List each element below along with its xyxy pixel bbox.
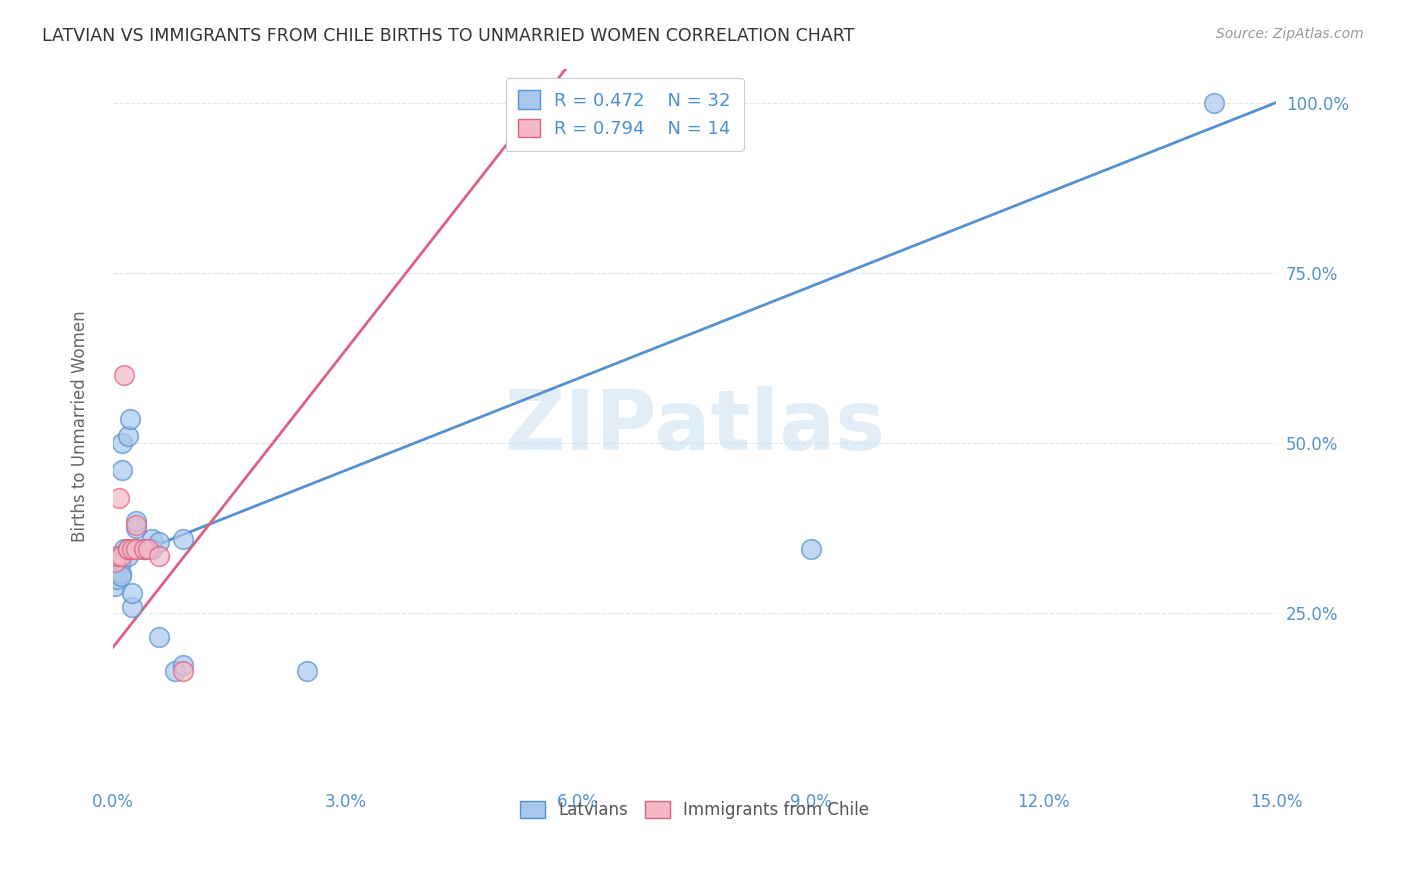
Point [114,541,136,556]
Point [117,541,139,556]
Point [141,541,163,556]
Point [121,599,143,614]
Point [107,549,129,563]
Point [105,573,128,587]
Point [172,657,194,672]
Point [141,532,163,546]
Point [110,569,132,583]
Point [172,665,194,679]
Point [148,549,170,563]
Point [118,412,141,426]
Point [295,665,318,679]
Text: Source: ZipAtlas.com: Source: ZipAtlas.com [1216,27,1364,41]
Point [125,515,148,529]
Point [800,541,823,556]
Point [172,532,194,546]
Point [117,549,139,563]
Point [148,630,170,644]
Point [117,429,139,443]
Point [105,555,128,569]
Point [114,368,136,382]
Point [163,665,186,679]
Point [125,517,148,532]
Point [1202,95,1225,110]
Point [148,535,170,549]
Legend: Latvians, Immigrants from Chile: Latvians, Immigrants from Chile [513,794,876,825]
Point [104,566,127,580]
Point [136,541,159,556]
Point [110,566,132,580]
Point [132,541,155,556]
Point [132,541,155,556]
Point [110,555,132,569]
Point [121,586,143,600]
Point [125,541,148,556]
Point [132,541,155,556]
Point [104,579,127,593]
Text: LATVIAN VS IMMIGRANTS FROM CHILE BIRTHS TO UNMARRIED WOMEN CORRELATION CHART: LATVIAN VS IMMIGRANTS FROM CHILE BIRTHS … [42,27,855,45]
Point [111,463,134,477]
Text: ZIPatlas: ZIPatlas [503,385,884,467]
Point [111,436,134,450]
Y-axis label: Births to Unmarried Women: Births to Unmarried Women [72,310,89,542]
Point [121,541,143,556]
Point [108,549,131,563]
Point [125,521,148,535]
Point [117,541,139,556]
Point [125,541,148,556]
Point [105,549,128,563]
Point [104,555,127,569]
Point [110,549,132,563]
Point [108,491,131,505]
